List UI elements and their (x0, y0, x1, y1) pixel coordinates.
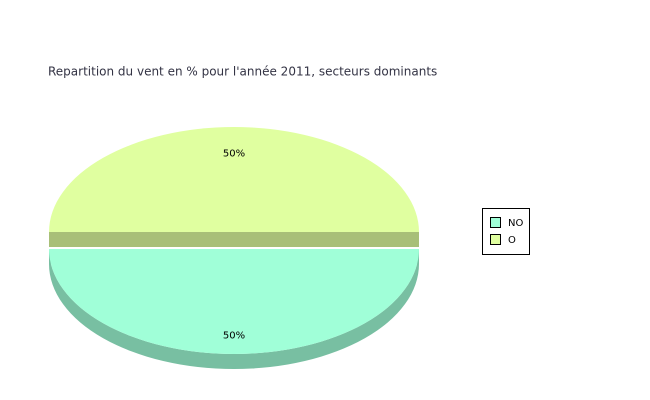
slice (49, 127, 419, 232)
legend-label: O (508, 235, 516, 246)
data-label: 50% (223, 148, 245, 159)
legend-swatch (490, 234, 501, 245)
legend-box (482, 208, 530, 255)
legend-swatch (490, 217, 501, 228)
slice (49, 249, 419, 354)
legend-label: NO (508, 218, 523, 229)
chart-title: Repartition du vent en % pour l'année 20… (48, 65, 437, 79)
data-label: 50% (223, 330, 245, 341)
slice-side (234, 232, 419, 247)
slice-side (49, 232, 234, 247)
